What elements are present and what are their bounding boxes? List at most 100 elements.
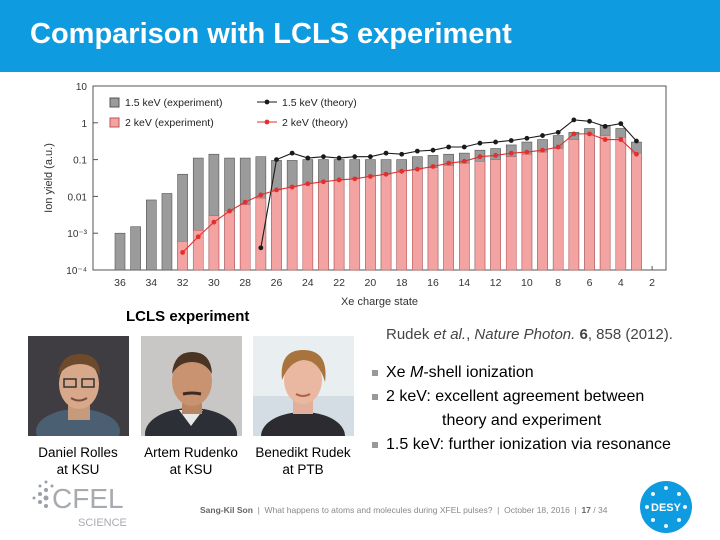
y-tick-label: 0.01 — [68, 192, 88, 203]
y-axis-label: Ion yield (a.u.) — [43, 143, 55, 213]
theory-2kev-point — [180, 250, 186, 255]
bullet-marker — [372, 442, 378, 448]
theory-2kev-point — [227, 208, 232, 214]
x-tick-label: 34 — [145, 277, 157, 289]
bullet-list: Xe M-shell ionization 2 keV: excellent a… — [372, 361, 671, 457]
theory-1p5kev-point — [540, 133, 545, 138]
bar-1p5kev-exp — [130, 226, 141, 271]
bar-2kev-exp — [365, 176, 376, 271]
theory-2kev-point — [587, 131, 592, 137]
x-tick-label: 30 — [208, 277, 220, 289]
desy-logo-text: DESY — [651, 502, 682, 514]
bullet-marker — [372, 370, 378, 376]
bar-2kev-exp — [318, 181, 329, 271]
theory-1p5kev-point — [634, 138, 639, 144]
desy-logo: DESY — [640, 481, 692, 533]
person-affiliation: at PTB — [282, 462, 324, 477]
x-tick-label: 14 — [458, 277, 470, 289]
bullet-item: 2 keV: excellent agreement between — [372, 385, 671, 409]
footer: Sang-Kil Son | What happens to atoms and… — [200, 505, 608, 515]
y-tick-label: 10⁻⁴ — [66, 266, 87, 277]
x-tick-label: 32 — [177, 277, 189, 289]
bar-2kev-exp — [396, 170, 407, 271]
theory-2kev-point — [383, 171, 389, 177]
theory-1p5kev-point — [508, 138, 514, 143]
x-tick-label: 28 — [239, 277, 251, 289]
theory-1p5kev-point — [321, 154, 326, 160]
legend-swatch-1p5kev-exp — [109, 97, 120, 108]
bar-2kev-exp — [333, 179, 345, 271]
bar-1p5kev-exp — [114, 232, 126, 271]
x-tick-label: 8 — [555, 277, 561, 289]
theory-2kev-point — [493, 153, 498, 158]
bar-2kev-exp — [271, 189, 282, 271]
bar-1p5kev-exp — [161, 193, 173, 271]
legend-label: 2 keV (theory) — [282, 117, 348, 129]
bar-2kev-exp — [239, 204, 251, 271]
legend-marker-1p5kev-theory — [264, 99, 270, 105]
theory-1p5kev-point — [446, 144, 452, 150]
theory-2kev-point — [446, 160, 452, 166]
bar-2kev-exp — [599, 135, 611, 271]
y-tick-label: 10⁻³ — [67, 229, 87, 240]
bullet-item-continuation: theory and experiment — [442, 412, 602, 429]
theory-1p5kev-point — [414, 148, 420, 154]
legend-swatch-2kev-exp — [109, 117, 120, 128]
reference-citation: Rudek et al., Nature Photon. 6, 858 (201… — [386, 326, 673, 343]
footer-page: 17 — [581, 505, 591, 515]
person-name: Benedikt Rudek — [255, 445, 351, 460]
theory-2kev-point — [461, 158, 467, 164]
bar-2kev-exp — [459, 162, 470, 271]
theory-2kev-point — [258, 192, 264, 198]
theory-2kev-point — [211, 219, 217, 225]
x-tick-label: 10 — [521, 277, 533, 289]
bar-2kev-exp — [412, 168, 423, 271]
lcls-experiment-label: LCLS experiment — [126, 308, 250, 325]
theory-2kev-point — [555, 144, 561, 150]
bar-2kev-exp — [349, 178, 360, 271]
y-tick-label: 0.1 — [73, 156, 87, 167]
theory-2kev-point — [305, 181, 311, 187]
x-tick-label: 22 — [333, 277, 345, 289]
bar-2kev-exp — [286, 186, 298, 271]
bar-2kev-exp — [177, 241, 188, 271]
bar-2kev-exp — [208, 215, 220, 271]
bar-2kev-exp — [552, 148, 564, 271]
theory-1p5kev-point — [524, 135, 530, 141]
y-tick-label: 1 — [81, 119, 87, 130]
bar-2kev-exp — [631, 152, 642, 271]
photo-benedikt-rudek — [253, 336, 354, 436]
person-caption-1: Daniel Rolles at KSU — [18, 444, 138, 478]
footer-date: October 18, 2016 — [504, 505, 570, 515]
theory-2kev-point — [524, 149, 530, 155]
theory-1p5kev-point — [461, 144, 467, 150]
theory-1p5kev-point — [618, 121, 624, 127]
theory-1p5kev-point — [493, 139, 498, 145]
theory-2kev-point — [477, 154, 483, 160]
theory-2kev-point — [634, 151, 639, 157]
bar-2kev-exp — [568, 139, 580, 271]
legend-label: 1.5 keV (experiment) — [125, 97, 222, 109]
bar-2kev-exp — [521, 153, 533, 271]
theory-2kev-point — [602, 137, 608, 142]
theory-2kev-point — [195, 234, 201, 240]
x-tick-label: 6 — [587, 277, 593, 289]
bar-2kev-exp — [615, 137, 627, 271]
theory-1p5kev-point — [383, 150, 389, 156]
bar-2kev-exp — [584, 133, 595, 271]
person-affiliation: at KSU — [169, 462, 213, 477]
theory-2kev-point — [540, 147, 545, 153]
ref-pages: 858 (2012). — [596, 326, 673, 343]
x-tick-label: 20 — [365, 277, 377, 289]
theory-1p5kev-point — [587, 118, 592, 124]
person-affiliation: at KSU — [56, 462, 100, 477]
theory-2kev-point — [571, 131, 577, 137]
person-caption-3: Benedikt Rudek at PTB — [243, 444, 363, 478]
theory-2kev-point — [399, 168, 405, 174]
theory-1p5kev-point — [258, 245, 264, 251]
person-name: Artem Rudenko — [144, 445, 238, 460]
bar-2kev-exp — [490, 159, 501, 271]
theory-2kev-point — [321, 179, 326, 185]
x-tick-label: 4 — [618, 277, 624, 289]
